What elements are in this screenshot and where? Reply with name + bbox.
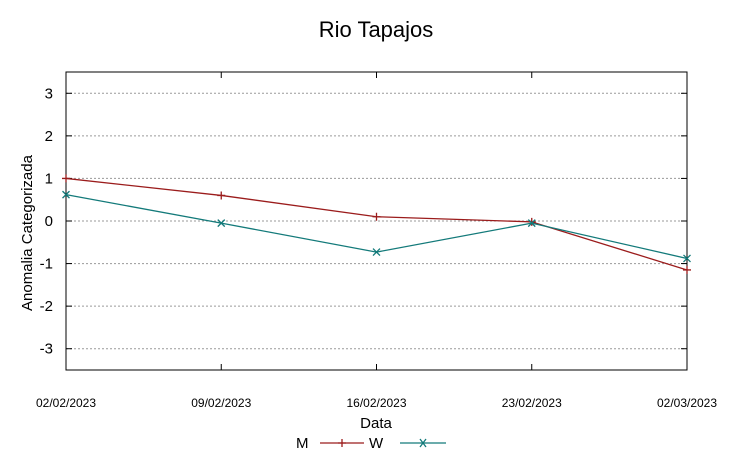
x-tick-label: 09/02/2023 (191, 396, 251, 410)
x-tick-label: 16/02/2023 (346, 396, 406, 410)
y-axis-label: Anomalia Categorizada (19, 154, 36, 311)
legend-marker-m (338, 439, 346, 447)
y-tick-label: -2 (40, 298, 53, 315)
x-tick-label: 23/02/2023 (502, 396, 562, 410)
series-line-m (65, 177, 688, 271)
y-tick-label: 3 (45, 85, 53, 102)
y-tick-label: 0 (45, 213, 53, 230)
x-tick-label: 02/02/2023 (36, 396, 96, 410)
legend-marker-w (419, 438, 427, 448)
data-point-m (372, 212, 381, 221)
data-point-m (62, 174, 70, 183)
legend-label-w: W (369, 435, 384, 452)
data-point-m (683, 265, 691, 274)
y-tick-label: -1 (40, 256, 53, 273)
y-tick-label: 2 (45, 128, 53, 145)
data-point-w (683, 254, 691, 263)
data-point-w (372, 248, 381, 257)
chart-title: Rio Tapajos (319, 17, 434, 42)
y-axis: 3 2 1 0 -1 -2 -3 (40, 85, 687, 358)
data-point-w (527, 219, 536, 228)
legend-label-m: M (296, 435, 309, 452)
x-tick-label: 02/03/2023 (657, 396, 717, 410)
x-axis: 02/02/2023 09/02/2023 16/02/2023 23/02/2023… (36, 72, 717, 410)
y-tick-label: 1 (45, 170, 53, 187)
data-point-m (527, 217, 536, 226)
legend: M W (296, 435, 446, 452)
data-point-w (217, 219, 226, 228)
y-tick-label: -3 (40, 341, 53, 358)
data-point-w (62, 190, 70, 199)
series-line-w (65, 193, 688, 260)
series-w (62, 190, 691, 263)
series-m (62, 174, 691, 274)
x-axis-label: Data (360, 415, 392, 432)
series-layer (62, 174, 691, 274)
gridlines (66, 92, 687, 350)
data-point-m (217, 191, 226, 200)
